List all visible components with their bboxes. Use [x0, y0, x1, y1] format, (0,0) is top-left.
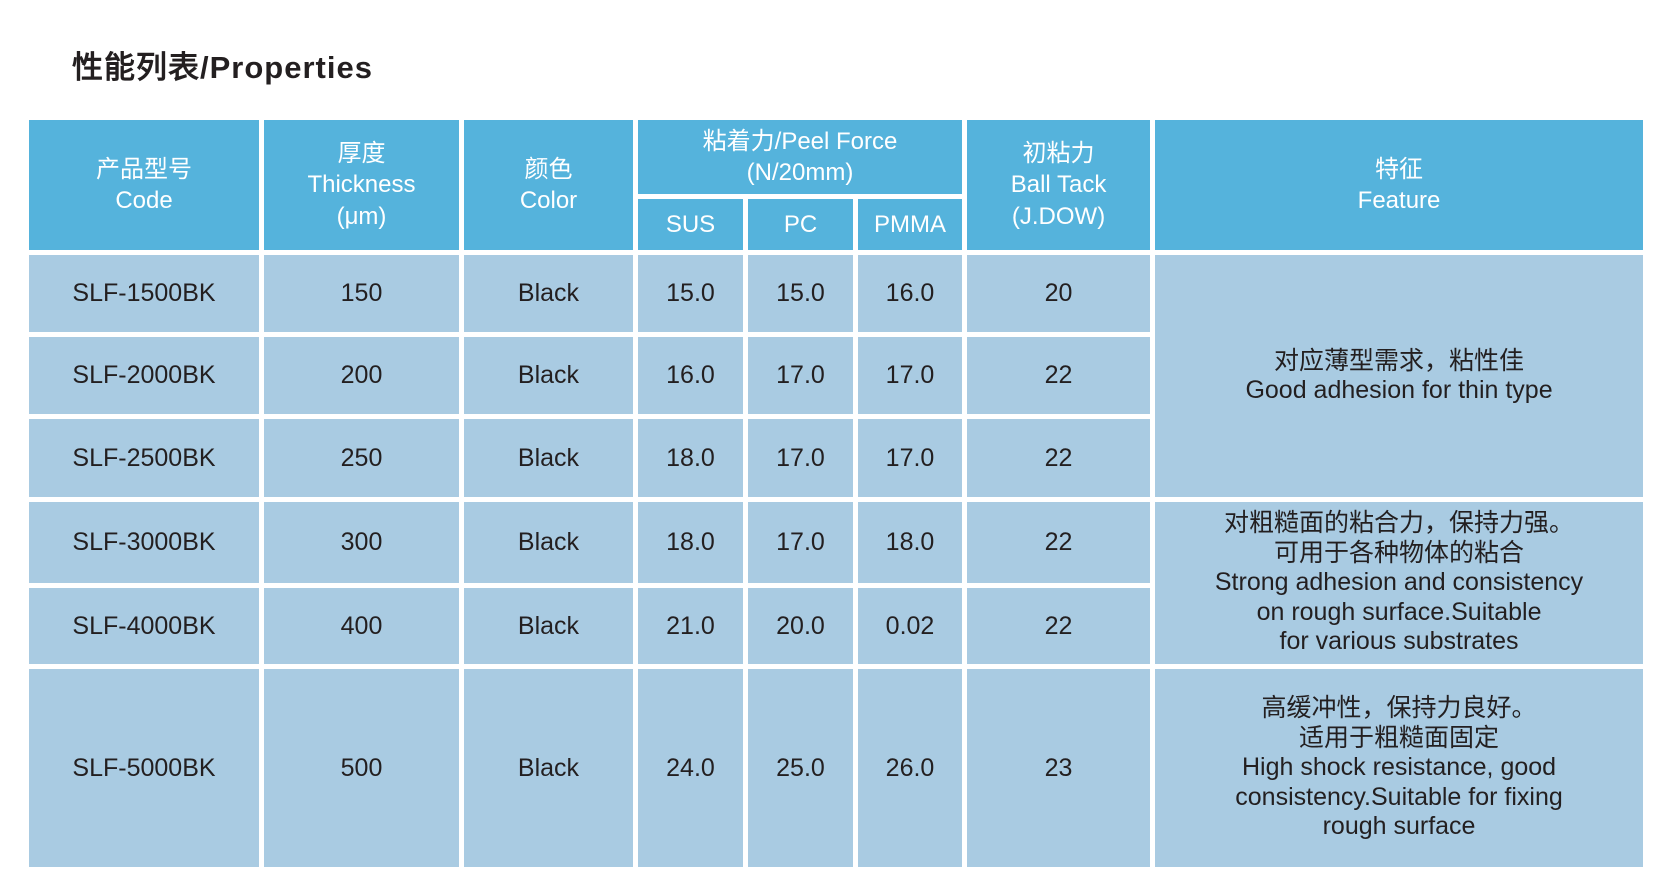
- cell-thickness: 300: [259, 497, 464, 588]
- page-title: 性能列表/Properties: [72, 50, 373, 85]
- table-row: SLF-3000BK 300 Black 18.0 17.0 18.0 22 对…: [24, 497, 1649, 669]
- cell-pc: 17.0: [743, 332, 858, 419]
- cell-color: Black: [459, 664, 638, 872]
- header-color: 颜色 Color: [459, 115, 638, 255]
- cell-pmma: 0.02: [852, 583, 968, 669]
- cell-color: Black: [459, 250, 638, 337]
- table-row: SLF-4000BK 400 Black 21.0 20.0 0.02 22: [24, 583, 1646, 669]
- cell-pc: 17.0: [743, 497, 858, 588]
- cell-pmma: 18.0: [852, 497, 968, 588]
- cell-color: Black: [459, 414, 638, 502]
- cell-sus: 21.0: [633, 583, 748, 669]
- cell-code: SLF-2500BK: [24, 414, 264, 502]
- header-pc: PC: [743, 194, 858, 255]
- cell-sus: 18.0: [633, 497, 748, 588]
- cell-code: SLF-3000BK: [24, 497, 264, 588]
- header-sus: SUS: [633, 194, 748, 255]
- cell-color: Black: [459, 497, 638, 588]
- header-code: 产品型号 Code: [24, 115, 264, 255]
- cell-thickness: 500: [259, 664, 464, 872]
- cell-ball-tack: 22: [962, 332, 1156, 419]
- cell-thickness: 150: [259, 250, 464, 337]
- datasheet-page: 性能列表/Properties 产品型号 Code 厚度 Thickness (…: [24, 50, 1649, 872]
- cell-pc: 20.0: [743, 583, 858, 669]
- cell-pc: 15.0: [743, 250, 858, 337]
- header-pmma: PMMA: [852, 194, 968, 255]
- table-row: SLF-2000BK 200 Black 16.0 17.0 17.0 22: [24, 332, 1646, 419]
- cell-feature-group-3: 高缓冲性，保持力良好。 适用于粗糙面固定 High shock resistan…: [1150, 664, 1649, 872]
- cell-ball-tack: 23: [962, 664, 1156, 872]
- header-peel-force: 粘着力/Peel Force (N/20mm): [632, 115, 968, 199]
- cell-ball-tack: 22: [962, 414, 1156, 502]
- header-row-1: 产品型号 Code 厚度 Thickness (μm) 颜色 Color 粘着力…: [24, 115, 1649, 255]
- table-row: SLF-2500BK 250 Black 18.0 17.0 17.0 22: [24, 414, 1646, 502]
- cell-thickness: 250: [259, 414, 464, 502]
- cell-color: Black: [459, 583, 638, 669]
- cell-sus: 24.0: [633, 664, 748, 872]
- header-ball-tack: 初粘力 Ball Tack (J.DOW): [962, 115, 1156, 255]
- cell-sus: 18.0: [633, 414, 748, 502]
- cell-ball-tack: 22: [962, 583, 1156, 669]
- cell-code: SLF-5000BK: [24, 664, 264, 872]
- cell-pmma: 16.0: [852, 250, 968, 337]
- cell-feature-group-2: 对粗糙面的粘合力，保持力强。 可用于各种物体的粘合 Strong adhesio…: [1150, 497, 1649, 669]
- cell-thickness: 400: [259, 583, 464, 669]
- header-row-2: SUS PC PMMA: [27, 194, 1646, 255]
- table-row: SLF-5000BK 500 Black 24.0 25.0 26.0 23 高…: [24, 664, 1649, 872]
- cell-pmma: 17.0: [852, 414, 968, 502]
- properties-table: 产品型号 Code 厚度 Thickness (μm) 颜色 Color 粘着力…: [24, 115, 1649, 872]
- header-thickness: 厚度 Thickness (μm): [259, 115, 464, 255]
- cell-pmma: 17.0: [852, 332, 968, 419]
- cell-feature-group-1: 对应薄型需求，粘性佳 Good adhesion for thin type: [1150, 250, 1649, 502]
- cell-code: SLF-2000BK: [24, 332, 264, 419]
- table-row: SLF-1500BK 150 Black 15.0 15.0 16.0 20 对…: [24, 250, 1649, 502]
- cell-sus: 15.0: [633, 250, 748, 337]
- cell-pc: 25.0: [743, 664, 858, 872]
- cell-ball-tack: 20: [962, 250, 1156, 337]
- cell-ball-tack: 22: [962, 497, 1156, 588]
- cell-pmma: 26.0: [852, 664, 968, 872]
- cell-code: SLF-4000BK: [24, 583, 264, 669]
- cell-sus: 16.0: [633, 332, 748, 419]
- cell-thickness: 200: [259, 332, 464, 419]
- cell-pc: 17.0: [743, 414, 858, 502]
- header-feature: 特征 Feature: [1150, 115, 1649, 255]
- cell-code: SLF-1500BK: [24, 250, 264, 337]
- cell-color: Black: [459, 332, 638, 419]
